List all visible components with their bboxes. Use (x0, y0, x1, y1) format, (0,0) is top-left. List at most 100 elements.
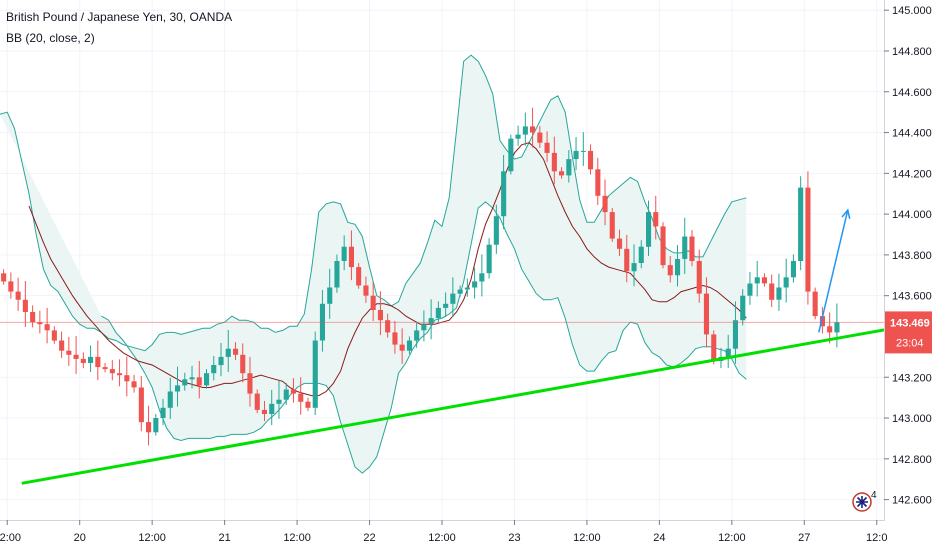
projection-line (818, 209, 849, 333)
time-tick-label: 12:00 (573, 532, 601, 544)
candle (66, 336, 72, 366)
candle (80, 352, 86, 369)
candle-body (428, 318, 434, 325)
price-tick-label: 144.400 (892, 128, 932, 140)
candle-body (225, 348, 231, 357)
candle (88, 345, 94, 373)
candle-body (146, 422, 152, 433)
candle-body (211, 365, 217, 374)
price-tick-label: 144.800 (892, 46, 932, 58)
candle-body (508, 138, 514, 172)
candle (667, 256, 673, 283)
candle-body (682, 236, 688, 259)
candle-body (117, 373, 123, 376)
candle (602, 179, 608, 226)
candle-body (189, 377, 195, 380)
candle-body (740, 295, 746, 321)
chart-legend-title[interactable]: British Pound / Japanese Yen, 30, OANDA (6, 10, 233, 24)
candle-body (406, 340, 412, 351)
candle-body (153, 418, 159, 433)
candle (530, 107, 536, 148)
indicator-legend-bb[interactable]: BB (20, close, 2) (6, 31, 95, 45)
candle-body (435, 307, 441, 319)
candle-body (646, 212, 652, 247)
candle (290, 378, 296, 403)
candle-body (298, 393, 304, 402)
last-price-box (885, 311, 932, 354)
candle (479, 254, 485, 297)
candle (124, 356, 130, 397)
candle (175, 366, 181, 407)
candle-body (167, 391, 173, 408)
candle-body (327, 287, 333, 304)
candle (725, 334, 731, 368)
candle (385, 313, 391, 338)
candle (8, 272, 14, 299)
candle (305, 397, 311, 412)
candle (276, 380, 282, 419)
candle (624, 234, 630, 283)
time-tick-label: 12:00 (283, 532, 311, 544)
candle-body (261, 409, 267, 414)
candle-body (450, 293, 456, 304)
candle-body (675, 259, 681, 276)
flag-icon-cross (856, 496, 868, 508)
candle-body (638, 246, 644, 263)
candle (261, 400, 267, 422)
candlestick-series (1, 107, 840, 446)
bollinger-upper-band (0, 54, 747, 352)
candle-body (95, 356, 101, 368)
candle (399, 328, 405, 364)
candle (559, 167, 565, 179)
candle-body (544, 142, 550, 153)
alert-badge[interactable]: 4 (852, 490, 877, 512)
candle-body (80, 358, 86, 363)
candle (747, 272, 753, 305)
candle (95, 340, 101, 381)
candle (377, 291, 383, 336)
candle-body (660, 226, 666, 266)
candle (414, 321, 420, 348)
candle (493, 204, 499, 254)
candle-body (479, 273, 485, 282)
candle (812, 287, 818, 320)
candle-body (515, 134, 521, 139)
candle (595, 157, 601, 205)
candle-body (22, 299, 28, 312)
candle-body (537, 132, 543, 143)
candle (646, 200, 652, 256)
candle (501, 154, 507, 230)
candle-body (30, 312, 36, 323)
candle (131, 374, 137, 393)
candle (653, 195, 659, 240)
candle (609, 208, 615, 242)
candle-body (486, 244, 492, 274)
candle (283, 382, 289, 405)
candle (153, 413, 159, 436)
candle (421, 310, 427, 342)
candle-body (283, 389, 289, 400)
candle-body (609, 212, 615, 239)
candle-body (312, 340, 318, 408)
candle (443, 292, 449, 318)
price-tick-label: 142.800 (892, 454, 932, 466)
candle (254, 389, 260, 414)
candle (102, 362, 108, 373)
candle-body (233, 348, 239, 355)
candle-body (59, 340, 65, 351)
candle (117, 359, 123, 387)
candle-body (138, 387, 144, 423)
candle-body (73, 354, 79, 359)
candle-body (182, 379, 188, 386)
candle (356, 263, 362, 289)
candle (44, 307, 50, 344)
candle (450, 277, 456, 317)
price-tick-label: 143.200 (892, 372, 932, 384)
candle-body (747, 283, 753, 296)
candle-body (761, 277, 767, 284)
candle-body (732, 320, 738, 349)
candle (51, 326, 57, 344)
candle-body (392, 332, 398, 345)
